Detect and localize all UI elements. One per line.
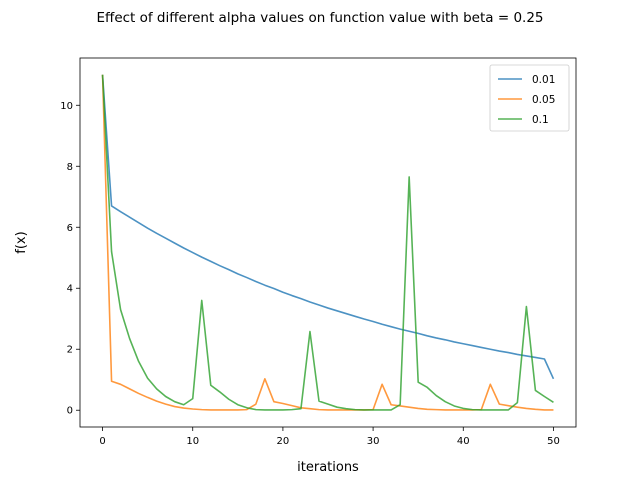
x-tick-label: 40 bbox=[457, 436, 470, 447]
legend-box bbox=[489, 64, 570, 132]
y-tick-label: 8 bbox=[67, 162, 73, 173]
legend-label-0: 0.01 bbox=[532, 74, 555, 86]
x-axis-label: iterations bbox=[297, 460, 359, 475]
y-tick-label: 10 bbox=[60, 101, 73, 112]
axes-frame bbox=[79, 57, 577, 428]
y-tick-label: 4 bbox=[67, 284, 73, 295]
x-tick-label: 0 bbox=[99, 436, 105, 447]
legend: 0.01 0.05 0.1 bbox=[489, 64, 570, 132]
y-tick-label: 2 bbox=[67, 345, 73, 356]
axis-ticks: 0 10 20 30 40 50 0 2 4 6 8 10 bbox=[60, 101, 560, 447]
plot-area bbox=[101, 74, 555, 411]
x-tick-label: 20 bbox=[277, 436, 290, 447]
x-tick-label: 30 bbox=[367, 436, 380, 447]
chart-title: Effect of different alpha values on func… bbox=[96, 10, 543, 26]
legend-label-2: 0.1 bbox=[532, 114, 549, 126]
legend-label-1: 0.05 bbox=[532, 94, 555, 106]
series-line-0 bbox=[101, 74, 555, 380]
x-tick-label: 50 bbox=[547, 436, 560, 447]
y-axis-label: f(x) bbox=[14, 231, 29, 253]
x-tick-label: 10 bbox=[186, 436, 199, 447]
y-tick-label: 6 bbox=[67, 223, 73, 234]
series-line-2 bbox=[101, 74, 554, 411]
y-tick-label: 0 bbox=[67, 406, 73, 417]
series-line-1 bbox=[101, 74, 554, 411]
